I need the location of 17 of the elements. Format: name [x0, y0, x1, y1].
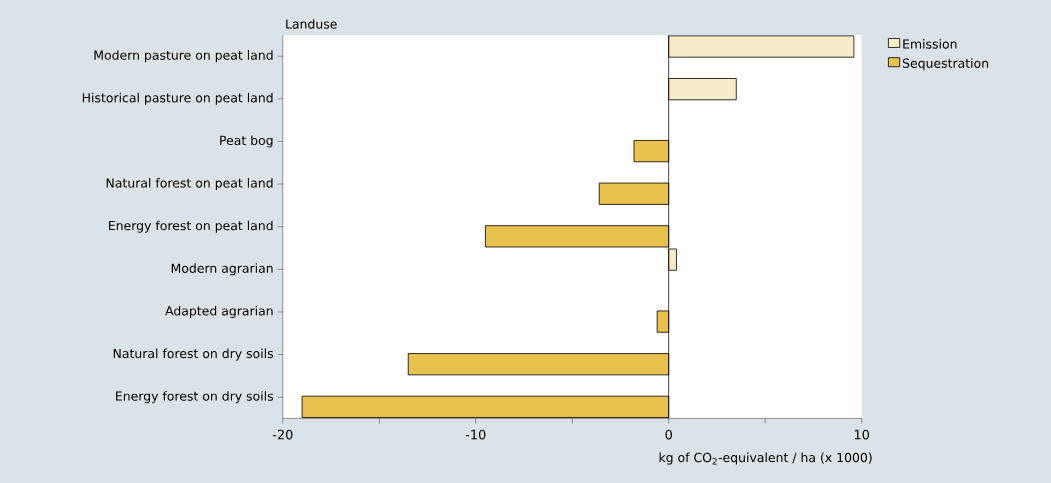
y-tick-label: Modern pasture on peat land [94, 50, 273, 63]
y-tick-label: Energy forest on peat land [109, 220, 273, 233]
x-tick-label: -10 [465, 429, 486, 440]
y-tick-label: Historical pasture on peat land [82, 92, 273, 105]
y-tick-label: Peat bog [220, 135, 273, 148]
y-tick-label: Adapted agrarian [165, 305, 273, 318]
x-tick-label: 0 [665, 429, 672, 440]
y-axis-title: Landuse [286, 18, 337, 29]
legend-label: Emission [903, 38, 957, 49]
y-tick-label: Natural forest on peat land [106, 177, 273, 190]
y-tick-label: Natural forest on dry soils [113, 348, 274, 361]
y-tick-label: Modern agrarian [171, 263, 273, 276]
legend-label: Sequestration [902, 58, 989, 71]
x-tick-label: 10 [854, 429, 870, 440]
y-tick-label: Energy forest on dry soils [116, 391, 274, 404]
x-axis-title: kg of CO$_{2}$-equivalent / ha (x 1000) [659, 452, 872, 465]
x-tick-label: -20 [272, 429, 293, 440]
